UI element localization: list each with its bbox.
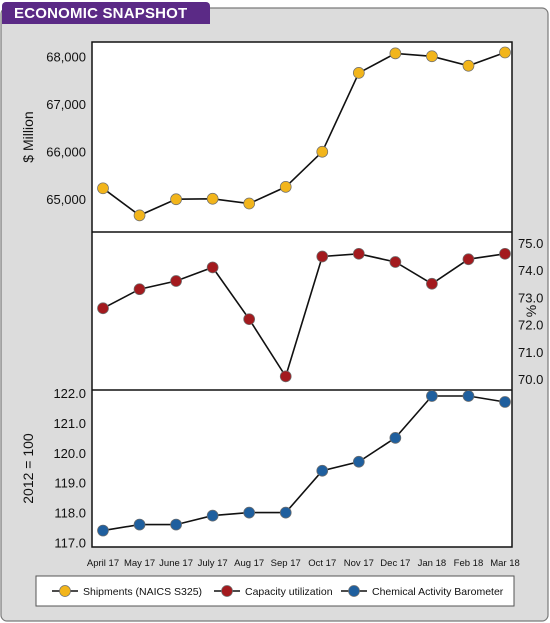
y-tick-label: 67,000 xyxy=(46,97,86,112)
data-point xyxy=(170,193,182,206)
data-point xyxy=(279,506,292,519)
y-tick-label: 117.0 xyxy=(54,536,86,551)
series-line xyxy=(102,51,506,217)
y-tick-label: 65,000 xyxy=(46,192,86,207)
data-point xyxy=(352,455,365,468)
legend-box xyxy=(35,575,515,607)
data-point xyxy=(389,47,402,60)
series-line xyxy=(102,252,506,379)
x-tick-label: Oct 17 xyxy=(308,558,336,569)
data-point xyxy=(206,261,219,274)
page-title: ECONOMIC SNAPSHOT xyxy=(14,5,188,22)
plot-area xyxy=(91,41,513,548)
y-axis-label: $ Million xyxy=(20,111,36,162)
y-tick-label: 118.0 xyxy=(54,506,86,521)
y-axis-label: % xyxy=(523,305,539,317)
data-point xyxy=(462,390,475,402)
data-point xyxy=(97,524,109,537)
data-point xyxy=(170,518,182,531)
header-banner: ECONOMIC SNAPSHOT xyxy=(2,2,210,24)
x-tick-label: April 17 xyxy=(87,558,119,569)
data-point xyxy=(279,370,292,383)
x-tick-label: Aug 17 xyxy=(234,558,264,569)
data-point xyxy=(426,50,438,63)
x-tick-label: July 17 xyxy=(198,558,228,569)
legend: Shipments (NAICS S325) Capacity utilizati… xyxy=(52,585,504,598)
legend-item: Shipments (NAICS S325) xyxy=(52,585,202,598)
chart-panel-1: 65,000 66,000 67,000 68,000 $ Million xyxy=(20,46,511,222)
y-tick-label: 66,000 xyxy=(46,144,86,159)
y-axis-label: 2012 = 100 xyxy=(20,433,36,504)
x-tick-label: Mar 18 xyxy=(490,558,520,569)
legend-marker xyxy=(221,585,233,597)
data-point xyxy=(462,253,475,266)
y-tick-label: 75.0 xyxy=(518,236,543,251)
data-point xyxy=(352,247,365,260)
y-tick-label: 122.0 xyxy=(53,386,86,401)
y-tick-label: 71.0 xyxy=(518,345,543,360)
data-point xyxy=(243,313,256,326)
y-tick-label: 120.0 xyxy=(53,446,86,461)
legend-item: Capacity utilization xyxy=(214,585,333,598)
data-point xyxy=(426,277,438,290)
data-point xyxy=(389,431,402,444)
data-point xyxy=(279,181,292,193)
data-point xyxy=(352,67,365,79)
legend-marker xyxy=(59,585,71,597)
data-point xyxy=(133,209,146,222)
legend-label: Capacity utilization xyxy=(245,586,333,598)
x-tick-label: May 17 xyxy=(124,558,155,569)
y-tick-label: 121.0 xyxy=(53,416,86,431)
x-tick-label: Dec 17 xyxy=(380,558,410,569)
data-point xyxy=(462,59,475,72)
legend-label: Shipments (NAICS S325) xyxy=(83,586,202,598)
data-point xyxy=(499,247,511,260)
chart-panel-2: 70.0 71.0 72.0 73.0 74.0 75.0% xyxy=(97,236,543,387)
data-point xyxy=(206,192,219,205)
data-point xyxy=(206,509,219,522)
y-tick-label: 119.0 xyxy=(54,476,86,491)
data-point xyxy=(243,197,256,210)
data-point xyxy=(97,182,109,195)
data-point xyxy=(316,464,329,477)
legend-item: Chemical Activity Barometer xyxy=(341,585,504,598)
x-tick-label: Nov 17 xyxy=(344,558,374,569)
y-tick-label: 68,000 xyxy=(46,49,86,64)
x-tick-label: June 17 xyxy=(159,558,193,569)
data-point xyxy=(316,250,329,263)
data-point xyxy=(133,283,146,296)
data-point xyxy=(97,302,109,315)
y-tick-label: 70.0 xyxy=(518,372,543,387)
data-point xyxy=(170,275,182,287)
chart-panel-3: 117.0 118.0 119.0 120.0 121.0 122.0 2012 = 100 xyxy=(20,386,511,551)
data-point xyxy=(389,256,402,268)
x-tick-label: Feb 18 xyxy=(454,558,484,569)
data-point xyxy=(499,396,511,408)
legend-marker xyxy=(348,585,360,597)
y-tick-label: 74.0 xyxy=(518,263,543,278)
legend-label: Chemical Activity Barometer xyxy=(372,586,504,598)
data-point xyxy=(499,46,511,59)
data-point xyxy=(243,506,256,519)
y-tick-label: 72.0 xyxy=(518,318,543,333)
data-point xyxy=(426,390,438,402)
data-point xyxy=(316,145,329,158)
x-tick-label: Sep 17 xyxy=(271,558,301,569)
x-tick-label: Jan 18 xyxy=(418,558,447,569)
data-point xyxy=(133,518,146,531)
y-tick-label: 73.0 xyxy=(518,290,543,305)
series-line xyxy=(102,395,506,532)
